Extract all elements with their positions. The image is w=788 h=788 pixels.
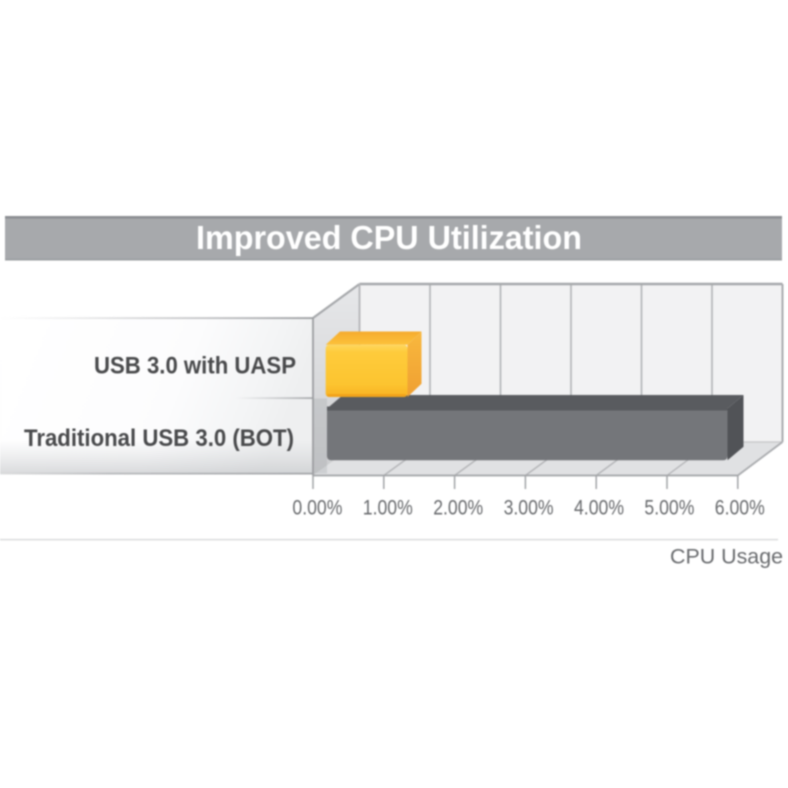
svg-text:3.00%: 3.00%: [504, 496, 554, 520]
svg-text:0.00%: 0.00%: [292, 496, 342, 520]
svg-text:6.00%: 6.00%: [715, 496, 765, 520]
svg-text:5.00%: 5.00%: [644, 496, 694, 520]
svg-text:2.00%: 2.00%: [433, 496, 483, 520]
svg-text:Traditional USB 3.0 (BOT): Traditional USB 3.0 (BOT): [24, 425, 294, 452]
svg-text:USB 3.0 with UASP: USB 3.0 with UASP: [94, 353, 296, 380]
svg-text:1.00%: 1.00%: [363, 496, 413, 520]
svg-text:Improved CPU Utilization: Improved CPU Utilization: [196, 220, 582, 257]
svg-text:4.00%: 4.00%: [574, 496, 624, 520]
svg-text:CPU Usage: CPU Usage: [670, 545, 783, 569]
